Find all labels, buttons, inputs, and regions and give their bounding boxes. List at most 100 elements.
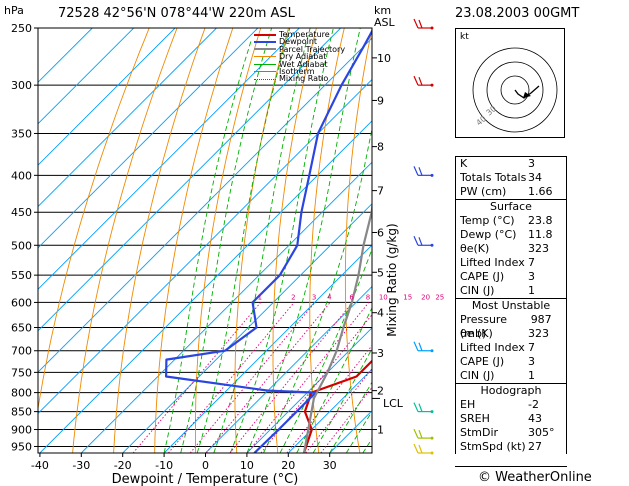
wet-adiabat-line: [180, 28, 273, 453]
km-tick-label: 1: [377, 424, 384, 437]
isotherm-line: [39, 120, 372, 453]
wet-adiabat-line: [329, 381, 372, 453]
isotherm-line: [38, 28, 176, 166]
index-label: Dewp (°C): [460, 228, 517, 241]
isotherm-line: [38, 28, 300, 290]
index-value: 3: [528, 157, 535, 170]
legend-label: Dewpoint: [279, 37, 318, 47]
legend-item: Temperature: [254, 30, 345, 39]
legend-item: Dewpoint: [254, 37, 345, 47]
index-label: SREH: [460, 412, 490, 425]
legend-item: Wet Adiabat: [254, 60, 345, 68]
index-row: CIN (J) 1: [456, 369, 566, 383]
pressure-tick-label: 850: [11, 406, 32, 419]
legend-swatch: [254, 48, 276, 51]
axes: 1 2 3 4 6 8 10 15 20 2525030035040045050055060065…: [11, 22, 444, 472]
index-label: CIN (J): [460, 284, 495, 297]
index-value: 7: [528, 341, 535, 354]
index-row: CAPE (J) 3: [456, 270, 566, 284]
mixing-ratio-line: [168, 302, 295, 453]
pressure-tick-label: 700: [11, 345, 32, 358]
index-label: CIN (J): [460, 369, 495, 382]
datetime-label: 23.08.2003 00GMT: [455, 6, 580, 21]
index-row: CIN (J) 1: [456, 284, 566, 298]
index-row: SREH 43: [456, 412, 566, 426]
isotherm-line: [80, 161, 372, 453]
pressure-tick-label: 600: [11, 296, 32, 309]
background-lines: [38, 28, 442, 453]
dewpoint-line: [165, 29, 372, 453]
station-info: 72528 42°56'N 078°44'W 220m ASL: [58, 6, 295, 21]
most-unstable-section-title: Most Unstable: [456, 298, 566, 313]
index-row: Temp (°C) 23.8: [456, 214, 566, 228]
index-label: StmDir: [460, 426, 499, 439]
index-row: StmSpd (kt) 27: [456, 440, 566, 454]
mixing-ratio-line: [246, 302, 370, 453]
index-row: θe(K) 323: [456, 242, 566, 256]
mixing-ratio-label: 3: [312, 293, 316, 301]
x-axis-title: Dewpoint / Temperature (°C): [112, 472, 299, 486]
mixing-ratio-label: 4: [327, 293, 332, 301]
km-tick-label: 7: [377, 185, 384, 198]
isotherm-line: [38, 78, 372, 415]
km-tick-label: 6: [377, 226, 384, 239]
index-label: Lifted Index: [460, 256, 525, 269]
legend-swatch: [254, 33, 276, 36]
legend-item: Isotherm: [254, 67, 345, 76]
index-row: θe (K) 323: [456, 327, 566, 341]
index-value: 11.8: [528, 228, 553, 241]
index-value: 305°: [528, 426, 555, 439]
index-row: EH -2: [456, 398, 566, 412]
legend-label: Parcel Trajectory: [279, 44, 346, 54]
wet-adiabat-line: [213, 28, 311, 453]
legend-label: Temperature: [279, 30, 330, 39]
index-row: CAPE (J) 3: [456, 355, 566, 369]
index-label: StmSpd (kt): [460, 440, 526, 453]
dry-adiabat-line: [413, 28, 442, 453]
wind-barb: [413, 443, 434, 455]
x-tick-label: 0: [202, 459, 209, 472]
x-tick-label: -10: [155, 459, 173, 472]
mixing-ratio-label: 20: [421, 293, 430, 301]
mixing-ratio-label: 25: [435, 293, 444, 301]
wet-adiabat-line: [196, 28, 291, 453]
wind-barb: [413, 236, 434, 247]
mixing-ratio-label: 1: [258, 293, 262, 301]
pressure-tick-label: 250: [11, 22, 32, 35]
index-label: K: [460, 157, 468, 170]
profile-lines: [165, 29, 372, 453]
wind-barb: [413, 428, 434, 440]
pressure-tick-label: 800: [11, 387, 32, 400]
x-tick-label: 30: [323, 459, 337, 472]
wet-adiabat-line: [246, 28, 361, 453]
index-value: 987: [530, 313, 552, 326]
index-value: 1: [528, 284, 535, 297]
km-tick-label: 2: [377, 385, 384, 398]
index-row: Lifted Index 7: [456, 341, 566, 355]
pressure-tick-label: 450: [11, 206, 32, 219]
index-value: 34: [528, 171, 542, 184]
index-label: Temp (°C): [460, 214, 515, 227]
index-row: StmDir 305°: [456, 426, 566, 440]
x-tick-label: 20: [281, 459, 295, 472]
dry-adiabat-line: [72, 28, 178, 453]
mixing-ratio-label: 10: [379, 293, 388, 301]
legend-swatch: [254, 63, 276, 65]
legend-swatch: [254, 71, 276, 73]
legend-item: Parcel Trajectory: [254, 44, 346, 54]
mixing-ratio-line: [305, 368, 372, 453]
mixing-ratio-label: 2: [291, 293, 295, 301]
x-tick-label: -30: [72, 459, 90, 472]
legend-label: Mixing Ratio: [279, 74, 329, 84]
index-row: Totals Totals 34: [456, 171, 566, 185]
km-unit-label: km: [374, 4, 392, 17]
mixing-ratio-line: [132, 302, 261, 453]
asl-unit-label: ASL: [374, 16, 395, 29]
lcl-label: LCL: [383, 397, 404, 410]
dry-adiabat-line: [344, 28, 372, 453]
legend-swatch: [254, 78, 276, 80]
index-value: 1: [528, 369, 535, 382]
hodograph-kt-label: kt: [460, 32, 469, 42]
